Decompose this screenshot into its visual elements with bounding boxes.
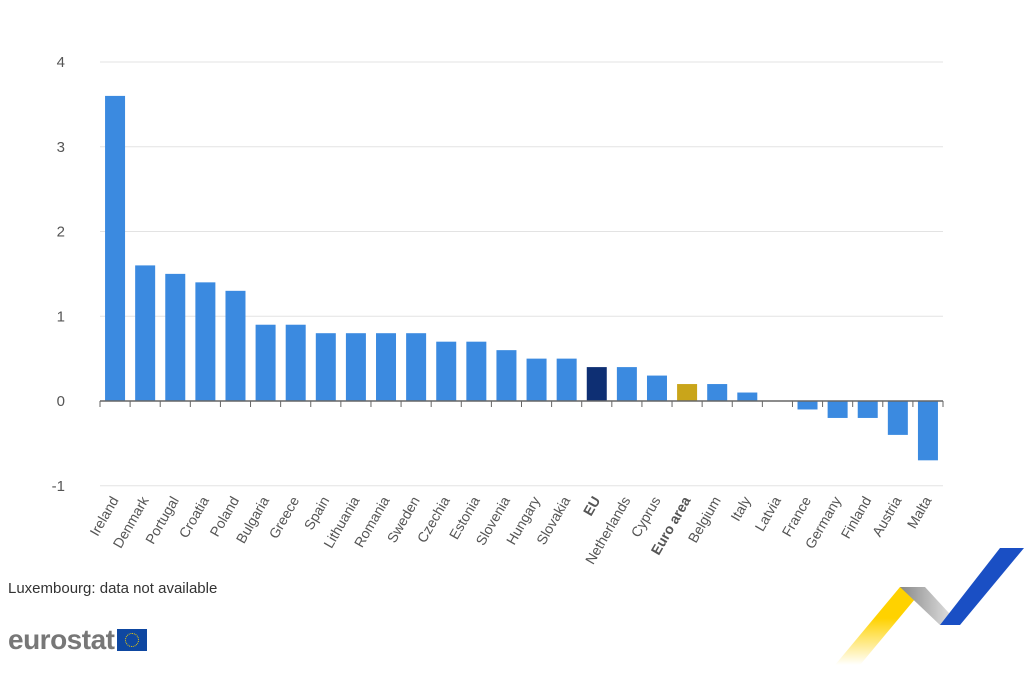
x-tick-label: Latvia <box>751 493 784 534</box>
bar-eu <box>586 367 607 401</box>
footnote: Luxembourg: data not available <box>8 580 218 597</box>
x-tick-label: Croatia <box>176 493 213 540</box>
eurostat-logo: eurostat <box>8 624 148 656</box>
bar-finland <box>857 401 878 418</box>
bar-poland <box>225 290 246 401</box>
logo-text: eurostat <box>8 624 115 655</box>
bar-ireland <box>105 95 126 402</box>
bar-czechia <box>436 341 457 401</box>
bar-netherlands <box>616 367 637 401</box>
bar-chart: -101234IrelandDenmarkPortugalCroatiaPola… <box>52 54 944 567</box>
bar-romania <box>376 333 397 401</box>
eu-flag-icon <box>117 629 148 651</box>
x-tick-label: Italy <box>727 494 754 524</box>
bar-sweden <box>406 333 427 401</box>
x-tick-label: Greece <box>265 493 302 541</box>
bar-lithuania <box>345 333 366 401</box>
bar-hungary <box>526 358 547 401</box>
x-tick-label: EU <box>580 494 604 519</box>
y-tick-label: 2 <box>57 224 65 241</box>
bar-germany <box>827 401 848 418</box>
bar-croatia <box>195 282 216 401</box>
bar-portugal <box>165 273 186 401</box>
y-tick-label: 0 <box>57 393 65 410</box>
bar-belgium <box>707 384 728 401</box>
x-tick-label: Spain <box>301 494 333 533</box>
bar-cyprus <box>646 375 667 401</box>
bar-euro-area <box>677 384 698 401</box>
x-tick-label: Austria <box>869 493 905 539</box>
bar-slovakia <box>556 358 577 401</box>
x-tick-label: Finland <box>838 494 875 542</box>
bar-bulgaria <box>255 324 276 401</box>
bar-slovenia <box>496 350 517 401</box>
bar-italy <box>737 392 758 401</box>
y-tick-label: 3 <box>57 139 65 156</box>
bar-spain <box>315 333 336 401</box>
decorative-ribbon <box>835 548 1024 665</box>
x-tick-label: Malta <box>904 493 935 531</box>
bar-greece <box>285 324 306 401</box>
y-tick-label: 4 <box>57 54 65 71</box>
y-tick-label: -1 <box>52 478 65 495</box>
bar-austria <box>887 401 908 435</box>
bar-malta <box>917 401 938 461</box>
bar-denmark <box>135 265 156 401</box>
bar-estonia <box>466 341 487 401</box>
y-tick-label: 1 <box>57 308 65 325</box>
bar-france <box>797 401 818 410</box>
